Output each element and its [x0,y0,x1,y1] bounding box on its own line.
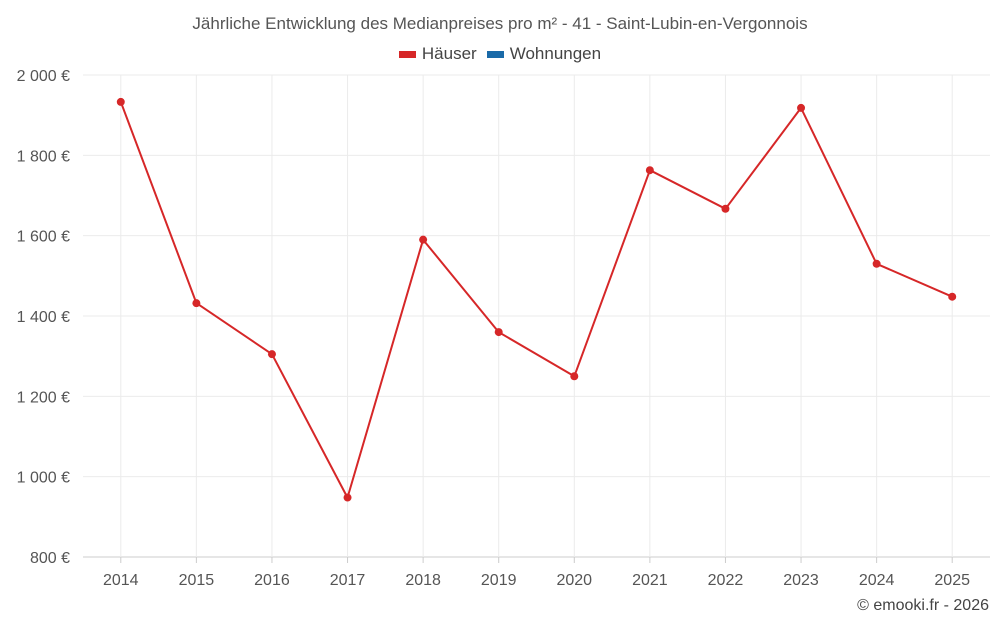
legend: Häuser Wohnungen [0,44,1000,64]
data-point [872,259,881,268]
legend-label-wohnungen: Wohnungen [509,44,602,63]
legend-swatch-haeuser [398,50,416,58]
x-tick-label: 2018 [405,572,441,589]
data-point [419,235,428,244]
data-point [192,299,201,308]
x-tick-label: 2017 [330,572,366,589]
x-tick-label: 2019 [481,572,517,589]
credit-text: © emooki.fr - 2026 [857,597,989,614]
y-tick-label: 2 000 € [17,68,70,85]
x-tick-label: 2020 [556,572,592,589]
series-line-haeuser [119,101,953,499]
x-tick-label: 2023 [783,572,819,589]
y-tick-label: 1 400 € [17,309,70,326]
y-tick-label: 800 € [30,550,70,567]
data-point [645,166,654,175]
x-tick-label: 2022 [708,572,744,589]
legend-item-wohnungen[interactable]: Wohnungen [486,44,602,64]
data-point [267,350,276,359]
y-tick-label: 1 200 € [17,389,70,406]
x-tick-label: 2016 [254,572,290,589]
x-tick-label: 2015 [179,572,215,589]
data-point [797,103,806,112]
data-point [570,372,579,381]
legend-swatch-wohnungen [486,50,504,58]
y-tick-label: 1 800 € [17,148,70,165]
chart-title: Jährliche Entwicklung des Medianpreises … [192,14,808,33]
data-point [948,292,957,301]
y-tick-label: 1 600 € [17,229,70,246]
x-tick-label: 2021 [632,572,668,589]
x-tick-label: 2014 [103,572,139,589]
legend-label-haeuser: Häuser [421,44,477,63]
legend-item-haeuser[interactable]: Häuser [398,44,477,64]
y-tick-label: 1 000 € [17,470,70,487]
x-tick-label: 2025 [934,572,970,589]
data-point [721,204,730,213]
data-point [494,328,503,337]
data-point [343,493,352,502]
x-tick-label: 2024 [859,572,895,589]
data-point [116,97,125,106]
